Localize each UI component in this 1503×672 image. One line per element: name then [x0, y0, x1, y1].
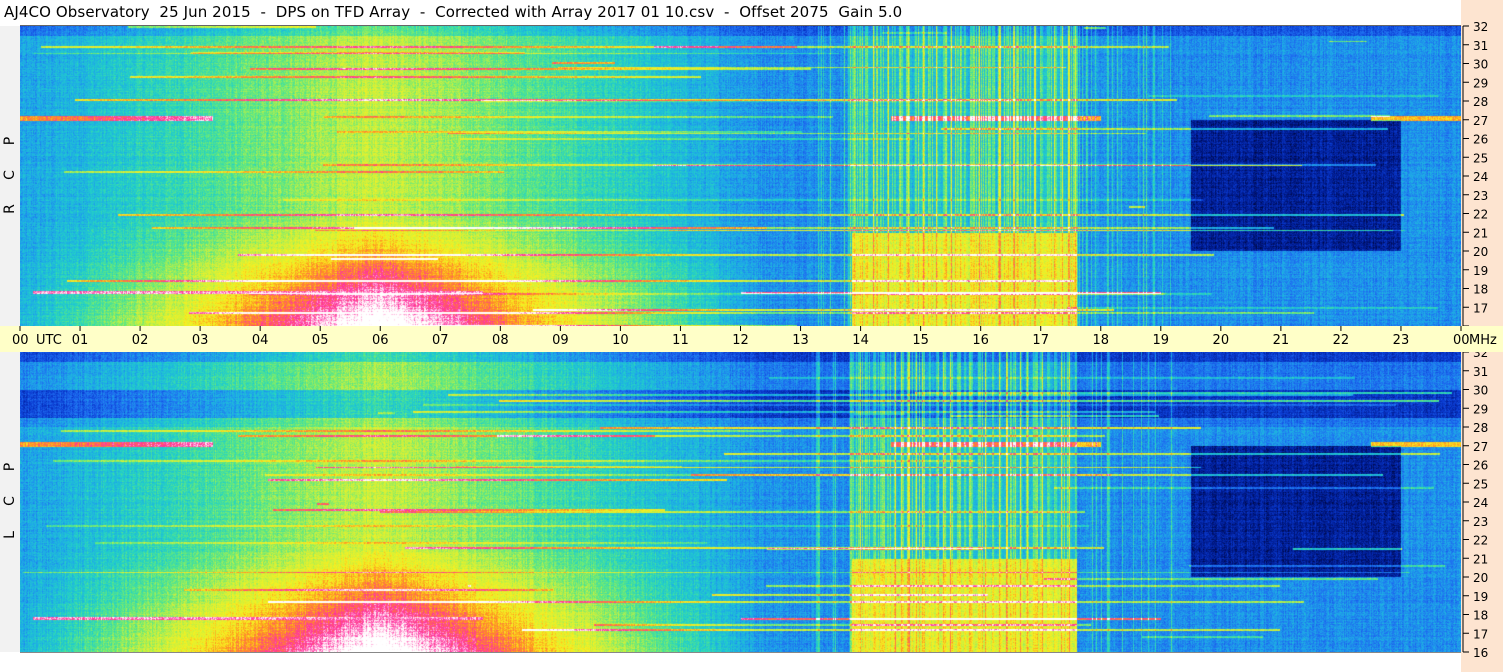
frequency-tick-label: 19 [1473, 590, 1488, 604]
frequency-tick-label: 22 [1473, 208, 1488, 222]
frequency-tick-label: 19 [1473, 264, 1488, 278]
frequency-tick-label: 21 [1473, 552, 1488, 566]
lcp-label: P C L [2, 459, 18, 549]
time-tick-label: 12 [732, 333, 749, 348]
frequency-tick-label: 26 [1473, 133, 1488, 147]
frequency-tick-label: 22 [1473, 534, 1488, 548]
time-tick-label: 22 [1333, 333, 1350, 348]
frequency-tick-label: 29 [1473, 76, 1488, 90]
time-tick-label: 20 [1213, 333, 1230, 348]
frequency-tick-label: 27 [1473, 114, 1488, 128]
frequency-axis-unit: MHz [1469, 333, 1497, 348]
frequency-tick-label: 16 [1473, 646, 1488, 660]
time-tick-label: 15 [912, 333, 929, 348]
time-axis-strip [0, 326, 1503, 352]
frequency-tick-label: 29 [1473, 402, 1488, 416]
frequency-tick-label: 28 [1473, 421, 1488, 435]
plot-frame [20, 25, 1461, 26]
time-tick-label: 00 [12, 333, 29, 348]
time-tick-label: 18 [1092, 333, 1109, 348]
time-tick-label: 17 [1032, 333, 1049, 348]
time-tick-label: 23 [1393, 333, 1410, 348]
frequency-tick-label: 23 [1473, 515, 1488, 529]
time-tick-label: 07 [432, 333, 449, 348]
frequency-tick-label: 31 [1473, 39, 1488, 53]
frequency-tick-label: 23 [1473, 189, 1488, 203]
frequency-tick-label: 20 [1473, 245, 1488, 259]
frequency-tick-label: 30 [1473, 384, 1488, 398]
time-tick-label: 09 [552, 333, 569, 348]
time-axis-unit: UTC [36, 333, 62, 348]
time-tick-label: 14 [852, 333, 869, 348]
rcp-spectrogram[interactable] [20, 26, 1461, 326]
time-tick-label: 02 [132, 333, 149, 348]
time-tick-label: 05 [312, 333, 329, 348]
time-tick-label: 11 [672, 333, 689, 348]
time-tick-label: 08 [492, 333, 509, 348]
frequency-tick-label: 17 [1473, 627, 1488, 641]
frequency-tick-label: 32 [1473, 20, 1488, 34]
polarization-letter: L [2, 531, 18, 539]
frequency-tick-label: 26 [1473, 459, 1488, 473]
frequency-tick-label: 30 [1473, 58, 1488, 72]
frequency-tick-label: 28 [1473, 95, 1488, 109]
frequency-tick-label: 18 [1473, 609, 1488, 623]
frequency-tick-label: 25 [1473, 151, 1488, 165]
polarization-letter: P [2, 136, 18, 146]
plot-frame-bottom [20, 652, 1461, 653]
time-tick-label: 13 [792, 333, 809, 348]
time-tick-label: 00 [1453, 333, 1470, 348]
polarization-letter: P [2, 462, 18, 472]
frequency-tick-label: 24 [1473, 496, 1488, 510]
frequency-tick-label: 24 [1473, 170, 1488, 184]
lcp-spectrogram[interactable] [20, 352, 1461, 652]
frequency-tick-label: 20 [1473, 571, 1488, 585]
time-tick-label: 19 [1153, 333, 1170, 348]
frequency-tick-label: 18 [1473, 283, 1488, 297]
time-tick-label: 04 [252, 333, 269, 348]
time-axis: 00 01 02 03 04 05 06 07 08 09 10 11 12 13 14 15 16 17 18 19… [12, 326, 1497, 348]
frequency-tick-label: 27 [1473, 440, 1488, 454]
time-tick-label: 01 [72, 333, 89, 348]
frequency-tick-label: 25 [1473, 477, 1488, 491]
frequency-tick-label: 21 [1473, 226, 1488, 240]
time-tick-label: 21 [1273, 333, 1290, 348]
time-tick-label: 10 [612, 333, 629, 348]
polarization-letter: C [2, 170, 18, 180]
time-tick-label: 16 [972, 333, 989, 348]
time-tick-label: 03 [192, 333, 209, 348]
time-tick-label: 06 [372, 333, 389, 348]
chart-title: AJ4CO Observatory 25 Jun 2015 - DPS on T… [4, 3, 903, 21]
frequency-tick-label: 17 [1473, 301, 1488, 315]
frequency-tick-label: 31 [1473, 365, 1488, 379]
polarization-letter: C [2, 496, 18, 506]
polarization-letter: R [2, 204, 18, 214]
rcp-label: P C R [2, 133, 18, 223]
